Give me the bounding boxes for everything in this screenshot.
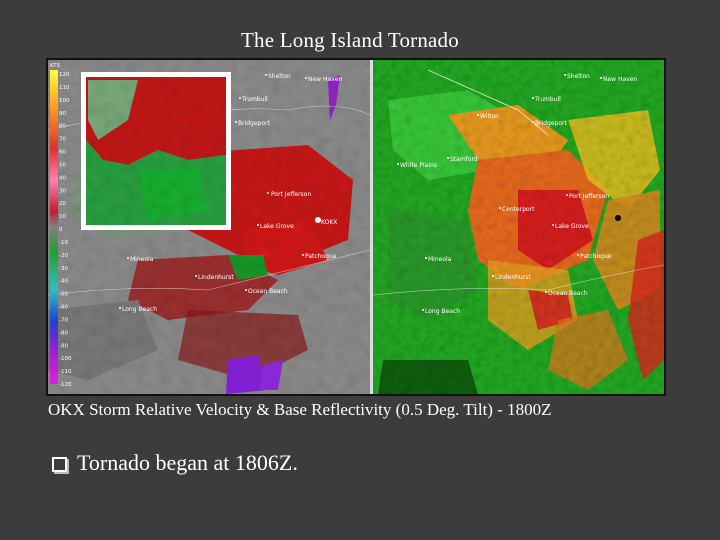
- reflectivity-panel: Shelton New Haven Trumbull Bridgeport Wi…: [372, 60, 664, 394]
- scale-label: -100: [59, 356, 72, 362]
- place-shelton: Shelton: [268, 73, 291, 80]
- scale-label: 20: [59, 201, 66, 207]
- scale-unit: KTS: [50, 63, 61, 69]
- reflectivity-place-labels: Shelton New Haven Trumbull Bridgeport Wi…: [397, 73, 637, 315]
- scale-label: 10: [59, 214, 66, 220]
- place-trumbull: Trumbull: [241, 96, 268, 103]
- place-patchogue: Patchogue: [305, 253, 337, 260]
- checkbox-bullet-icon: [52, 456, 67, 472]
- refl-place-lindenhurst: Lindenhurst: [495, 274, 531, 281]
- refl-place-ocean-beach: Ocean Beach: [548, 290, 588, 297]
- scale-label: 50: [59, 162, 66, 168]
- velocity-scale-labels: 1201101009080706050403020100-10-20-30-40…: [59, 72, 72, 388]
- scale-label: 30: [59, 188, 66, 194]
- refl-place-bridgeport: Bridgeport: [535, 120, 568, 127]
- refl-place-long-beach: Long Beach: [425, 308, 460, 315]
- refl-place-patchogue: Patchogue: [580, 253, 612, 260]
- scale-label: 90: [59, 111, 66, 117]
- place-bridgeport: Bridgeport: [238, 120, 271, 127]
- scale-label: -70: [59, 317, 68, 323]
- scale-label: 40: [59, 175, 66, 181]
- scale-label: -20: [59, 253, 68, 259]
- scale-label: -110: [59, 369, 72, 375]
- place-long-beach: Long Beach: [122, 306, 157, 313]
- scale-label: 100: [59, 98, 70, 104]
- refl-place-white-plains: White Plains: [400, 162, 437, 169]
- scale-label: 0: [59, 227, 63, 233]
- scale-label: 80: [59, 124, 66, 130]
- radar-caption: OKX Storm Relative Velocity & Base Refle…: [48, 400, 552, 419]
- scale-label: 60: [59, 150, 66, 156]
- radar-image: KTS 120 110 100 90 80 70 60 50 40 30 20 10 0 -10 -20 -3…: [46, 58, 666, 396]
- refl-place-wilton: Wilton: [480, 113, 499, 120]
- scale-label: -10: [59, 240, 68, 246]
- velocity-scale: [50, 70, 58, 384]
- refl-place-centerport: Centerport: [502, 206, 535, 213]
- scale-label: 70: [59, 137, 66, 143]
- scale-label: -90: [59, 343, 68, 349]
- bullet-item: Tornado began at 1806Z.: [52, 450, 298, 476]
- refl-place-stamford: Stamford: [450, 156, 478, 163]
- refl-place-new-haven: New Haven: [603, 76, 637, 83]
- place-lindenhurst: Lindenhurst: [198, 274, 234, 281]
- place-lake-grove: Lake Grove: [260, 223, 294, 230]
- velocity-panel: KTS 1201101009080706050403020100-10-20-3…: [48, 60, 371, 394]
- place-ocean-beach: Ocean Beach: [248, 288, 288, 295]
- bullet-text: Tornado began at 1806Z.: [77, 450, 298, 475]
- refl-place-lake-grove: Lake Grove: [555, 223, 589, 230]
- scale-label: 110: [59, 85, 70, 91]
- place-new-haven: New Haven: [308, 76, 342, 83]
- scale-label: -120: [59, 382, 72, 388]
- scale-label: -60: [59, 305, 68, 311]
- refl-place-port-jefferson: Port Jefferson: [569, 193, 609, 200]
- refl-place-trumbull: Trumbull: [534, 96, 561, 103]
- slide-title: The Long Island Tornado: [241, 28, 459, 52]
- velocity-inset: [81, 72, 231, 230]
- scale-label: -50: [59, 292, 68, 298]
- place-kokx: KOKX: [321, 219, 337, 226]
- radar-composite: KTS 1201101009080706050403020100-10-20-3…: [48, 60, 664, 394]
- scale-label: -80: [59, 330, 68, 336]
- velocity-place-labels: Shelton New Haven Trumbull Bridgeport Po…: [119, 73, 342, 313]
- scale-label: -40: [59, 279, 68, 285]
- refl-place-shelton: Shelton: [567, 73, 590, 80]
- place-mineola: Mineola: [130, 256, 154, 263]
- scale-label: 120: [59, 72, 70, 78]
- scale-label: -30: [59, 266, 68, 272]
- refl-place-mineola: Mineola: [428, 256, 452, 263]
- place-port-jefferson: Port Jefferson: [271, 191, 311, 198]
